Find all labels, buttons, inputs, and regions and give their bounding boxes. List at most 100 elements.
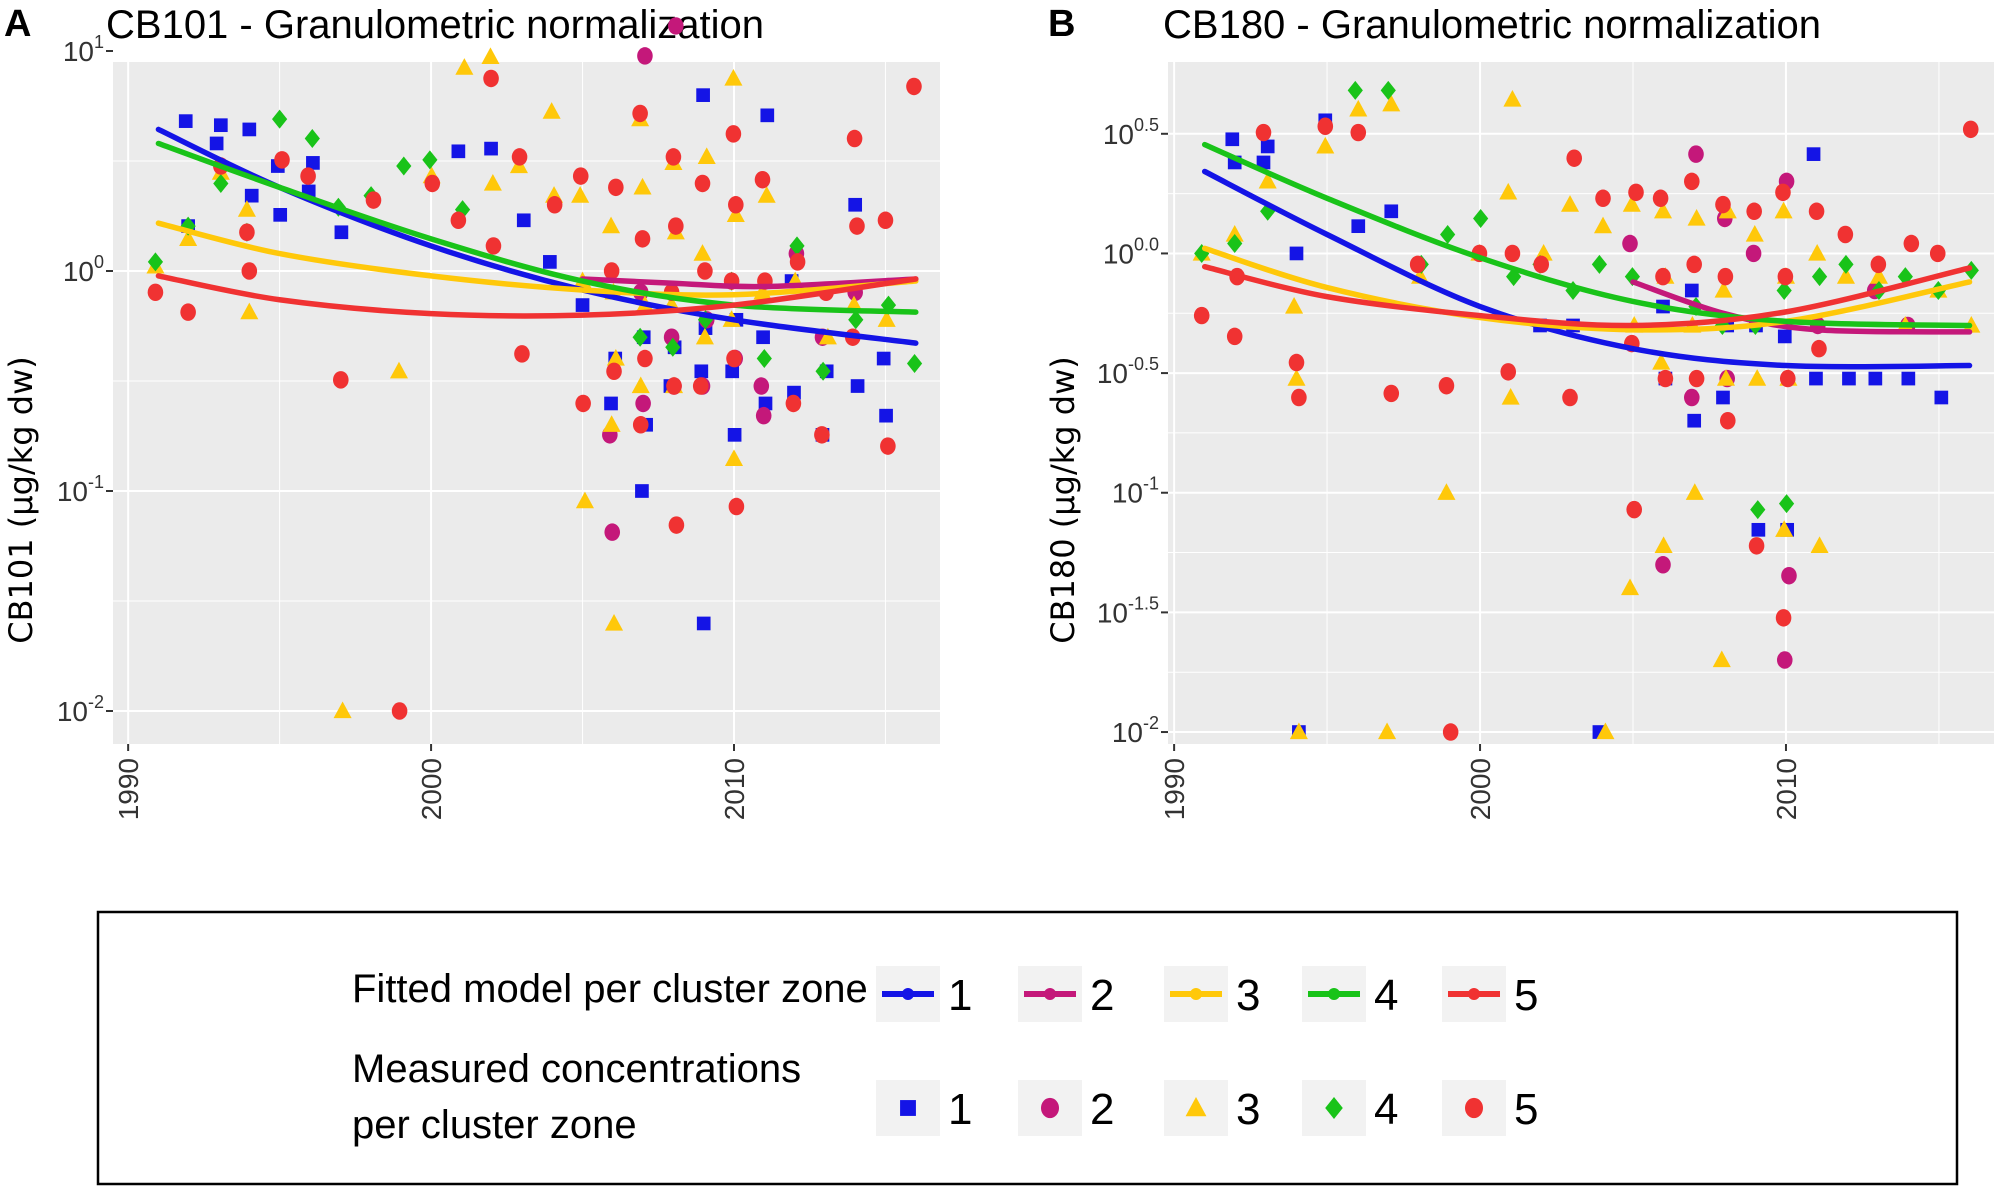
panel-a-point-cluster-4 [632,327,648,347]
legend-box [96,910,1959,1186]
panel-b-point-cluster-3 [1774,201,1793,219]
panel-b-point-cluster-4 [1963,260,1979,280]
panel-b-point-cluster-1 [1901,371,1916,386]
panel-b-point-cluster-5 [1688,369,1705,388]
panel-a-point-cluster-1 [756,330,770,345]
panel-b-point-cluster-4 [1778,494,1795,514]
panel-a-point-cluster-1 [273,208,288,222]
panel-a-point-cluster-3 [631,376,650,394]
legend-measured-label-2: 2 [1090,1085,1114,1134]
panel-b-point-cluster-3 [1712,650,1731,668]
panel-b-point-cluster-1 [1751,522,1766,537]
panel-a-point-cluster-5 [608,178,624,197]
panel-b-fitted-lines [1201,141,1973,370]
panel-a-point-cluster-1 [725,364,740,379]
panel-b-point-cluster-3 [1378,722,1397,740]
panel-a-point-cluster-3 [542,102,561,119]
panel-a-point-cluster-3 [693,244,712,261]
panel-b-fitted-line-cluster-2 [1630,279,1973,335]
legend-fitted-dot-3 [1190,988,1202,1000]
panel-a-point-cluster-5 [632,104,648,123]
panel-b-point-cluster-3 [1285,297,1304,314]
panel-a-point-cluster-1 [451,144,466,159]
panel-b-point-cluster-5 [1870,255,1887,274]
legend-fitted-dot-4 [1328,988,1340,1000]
panel-b-point-cluster-5 [1748,537,1765,555]
panel-b-fitted-line-cluster-4 [1201,141,1973,329]
panel-b-y-axis-label: CB180 (µg/kg dw) [1044,356,1082,643]
panel-b-point-cluster-5 [1628,183,1644,202]
panel-b-point-cluster-5 [1652,189,1669,208]
panel-b-point-cluster-3 [1716,369,1736,386]
panel-b-point-cluster-5 [1193,306,1210,325]
panel-b-point-cluster-5 [1779,369,1796,388]
panel-a-point-cluster-1 [213,118,228,133]
panel-a-point-cluster-5 [300,167,316,185]
panel-b-point-cluster-5 [1655,267,1671,286]
panel-a-title: CB101 - Granulometric normalization [106,3,764,47]
panel-a-fitted-line-cluster-3 [155,220,919,298]
panel-a-point-cluster-5 [880,437,896,455]
panel-a-point-cluster-1 [848,197,863,212]
panel-b: B CB180 - Granulometric normalization CB… [1044,3,1994,820]
panel-a-point-cluster-5 [668,516,685,534]
panel-b-point-cluster-5 [1717,267,1734,286]
panel-b-point-cluster-5 [1566,149,1583,167]
panel-b-y-tick-label: 10-2 [1112,713,1159,748]
panel-b-point-cluster-4 [1838,254,1854,274]
panel-a-point-cluster-5 [546,196,563,214]
panel-b-point-cluster-3 [1316,136,1335,154]
legend-fitted-dot-2 [1044,988,1056,1000]
panel-b-point-cluster-3 [1560,195,1580,212]
panel-a-point-cluster-2 [753,377,770,395]
panel-a-point-cluster-5 [424,174,441,193]
panel-b-point-cluster-3 [1620,578,1640,596]
panel-a-point-cluster-3 [602,415,621,432]
panel-b-point-cluster-2 [1776,651,1793,669]
panel-b-point-cluster-3 [1501,388,1520,405]
panel-a-point-cluster-1 [334,225,349,240]
panel-a-point-cluster-5 [906,77,922,96]
panel-b-x-tick-label: 2010 [1771,758,1802,820]
panel-a-point-cluster-3 [726,205,745,222]
panel-a-point-cluster-2 [604,523,621,541]
panel-b-title: CB180 - Granulometric normalization [1163,3,1821,47]
panel-b-point-cluster-2 [1655,556,1671,574]
panel-a-point-cluster-5 [391,702,408,720]
panel-b-point-cluster-3 [1836,267,1855,284]
panel-b-point-cluster-5 [1775,183,1791,202]
panel-a-point-cluster-3 [179,229,198,246]
panel-b-y-tick-label: 100.0 [1103,234,1159,269]
panel-b-point-cluster-3 [1810,536,1829,553]
panel-a-y-tick-label: 101 [63,32,104,67]
panel-a-point-cluster-3 [571,186,590,203]
panel-a-point-cluster-1 [760,108,775,123]
panel-a-point-cluster-5 [668,217,684,235]
panel-a-x-tick-label: 1990 [113,758,144,820]
panel-b-points [1192,80,1981,741]
panel-a-point-cluster-5 [239,223,255,241]
panel-b-point-cluster-3 [1622,195,1641,212]
panel-b-point-cluster-3 [1687,208,1706,226]
panel-b-point-cluster-5 [1775,609,1792,627]
legend-fitted-title: Fitted model per cluster zone [352,967,868,1011]
panel-a-point-cluster-4 [213,173,229,193]
panel-a-point-cluster-5 [692,377,709,395]
panel-a-point-cluster-4 [756,349,772,369]
panel-a-point-cluster-5 [365,191,382,209]
legend-measured-marker-1 [900,1100,916,1116]
panel-a-point-cluster-5 [632,416,649,434]
panel-b-point-cluster-1 [1934,390,1949,405]
panel-a-point-cluster-5 [241,262,258,280]
panel-b-point-cluster-4 [1227,234,1243,254]
panel-b-x-tick-label: 1990 [1159,758,1190,820]
panel-b-point-cluster-1 [1256,155,1271,170]
panel-a-point-cluster-1 [696,616,711,631]
panel-a-point-cluster-4 [454,200,471,220]
panel-b-point-cluster-1 [1868,371,1883,386]
panel-b-point-cluster-3 [1745,224,1764,242]
panel-b-point-cluster-5 [1657,369,1674,388]
panel-a-point-cluster-5 [846,129,863,148]
legend-measured-marker-3 [1185,1097,1207,1117]
